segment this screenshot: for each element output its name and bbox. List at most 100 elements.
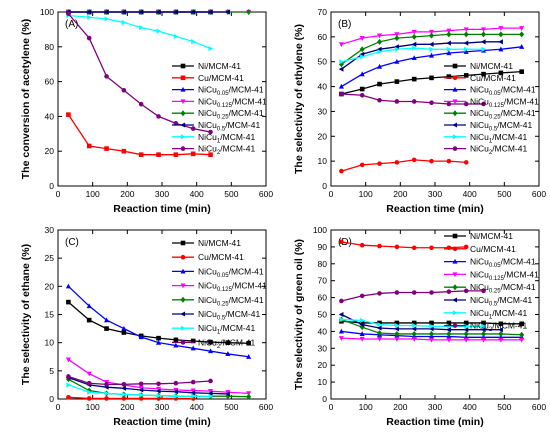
data-point <box>225 340 231 345</box>
series-line <box>68 396 194 400</box>
series-7 <box>339 45 487 65</box>
legend: Ni/MCM-41 Cu/MCM-41 NiCu0.05/MCM-41NiCu0.1… <box>444 61 539 156</box>
data-point <box>225 391 230 397</box>
legend-label: Ni/MCM-41 <box>470 231 513 241</box>
y-tick-label: 20 <box>318 131 328 141</box>
y-tick-label: 60 <box>318 293 328 303</box>
series-2 <box>66 112 213 157</box>
data-point <box>104 74 109 79</box>
data-point <box>339 59 345 65</box>
data-point <box>377 291 382 296</box>
data-point <box>208 339 213 345</box>
data-point <box>359 36 365 41</box>
data-point <box>359 46 365 53</box>
data-point <box>360 317 365 323</box>
data-point <box>359 324 365 331</box>
data-point <box>446 46 452 52</box>
data-point <box>138 396 144 401</box>
data-point <box>225 9 230 15</box>
legend-marker <box>180 86 186 92</box>
data-point <box>225 351 231 357</box>
data-point <box>173 342 179 348</box>
y-tick-label: 50 <box>318 310 328 320</box>
x-tick-label: 300 <box>428 189 442 199</box>
data-point <box>66 382 72 388</box>
data-point <box>377 320 382 326</box>
data-point <box>338 83 344 89</box>
y-axis-title: The selectivity of ethylene (%) <box>293 24 305 174</box>
x-tick-label: 300 <box>428 402 442 412</box>
data-point <box>394 79 400 84</box>
data-point <box>429 158 434 164</box>
x-tick-label: 500 <box>497 189 511 199</box>
data-point <box>411 41 417 47</box>
legend-label: Cu/MCM-41 <box>470 244 516 254</box>
data-point <box>359 336 365 342</box>
series-8 <box>66 374 213 387</box>
x-tick-label: 100 <box>86 402 100 412</box>
legend-label: NiCu1/MCM-41 <box>470 308 527 321</box>
series-4 <box>65 357 252 397</box>
legend-label: NiCu2/MCM-41 <box>198 337 255 350</box>
data-point <box>156 381 161 387</box>
series-2 <box>339 239 469 251</box>
data-point <box>86 317 92 323</box>
legend-marker <box>452 272 458 278</box>
series-line <box>341 241 467 249</box>
data-point <box>191 393 196 399</box>
data-point <box>481 337 487 343</box>
legend-label: NiCu1/MCM-41 <box>198 323 255 336</box>
data-point <box>446 40 451 46</box>
y-tick-label: 20 <box>45 146 55 156</box>
series-2 <box>339 157 469 174</box>
data-point <box>86 371 92 377</box>
series-line <box>341 41 501 70</box>
data-point <box>394 330 400 337</box>
y-tick-label: 5 <box>49 366 54 376</box>
legend-label: Cu/MCM-41 <box>198 252 244 262</box>
data-point <box>498 70 504 76</box>
data-point <box>86 143 92 149</box>
data-point <box>480 39 486 45</box>
series-5 <box>338 31 525 68</box>
series-5 <box>338 316 525 338</box>
legend-marker <box>452 246 458 252</box>
chart-panel-3: 0 100 200 300 400 500 600 0 5 10 15 20 25 30 Reaction … <box>20 225 273 428</box>
data-point <box>121 391 127 398</box>
data-point <box>65 357 71 363</box>
data-point <box>481 323 487 329</box>
data-point <box>208 393 214 399</box>
data-point <box>138 387 144 393</box>
data-point <box>394 46 400 52</box>
data-point <box>481 320 486 326</box>
data-point <box>464 46 469 52</box>
data-point <box>446 31 452 38</box>
legend-label: NiCu0.5/MCM-41 <box>198 120 260 133</box>
legend-label: NiCu0.25/MCM-41 <box>470 282 536 295</box>
data-point <box>463 40 469 46</box>
data-point <box>190 9 196 15</box>
data-point <box>429 75 434 81</box>
data-point <box>66 395 71 400</box>
y-tick-label: 30 <box>45 225 55 235</box>
legend-marker <box>180 75 186 81</box>
data-point <box>359 71 365 77</box>
data-point <box>359 320 365 326</box>
series-line <box>68 14 211 50</box>
legend-marker <box>452 134 458 140</box>
chart-panel-4: 0 100 200 300 400 500 600 0 10 20 30 40 50 60 70 80 90 10… <box>293 225 546 428</box>
data-point <box>429 337 435 343</box>
data-point <box>138 101 144 107</box>
x-tick-label: 100 <box>359 189 373 199</box>
chart-panel-2: 0 100 200 300 400 500 600 0 10 20 30 40 50 60 70 Reacti… <box>293 7 546 215</box>
data-point <box>65 283 71 289</box>
data-point <box>86 9 92 15</box>
data-point <box>377 97 382 103</box>
legend-label: Cu/MCM-41 <box>198 73 244 83</box>
legend-marker <box>180 63 186 69</box>
y-tick-label: 10 <box>318 156 328 166</box>
data-point <box>359 331 365 337</box>
data-point <box>463 337 469 343</box>
